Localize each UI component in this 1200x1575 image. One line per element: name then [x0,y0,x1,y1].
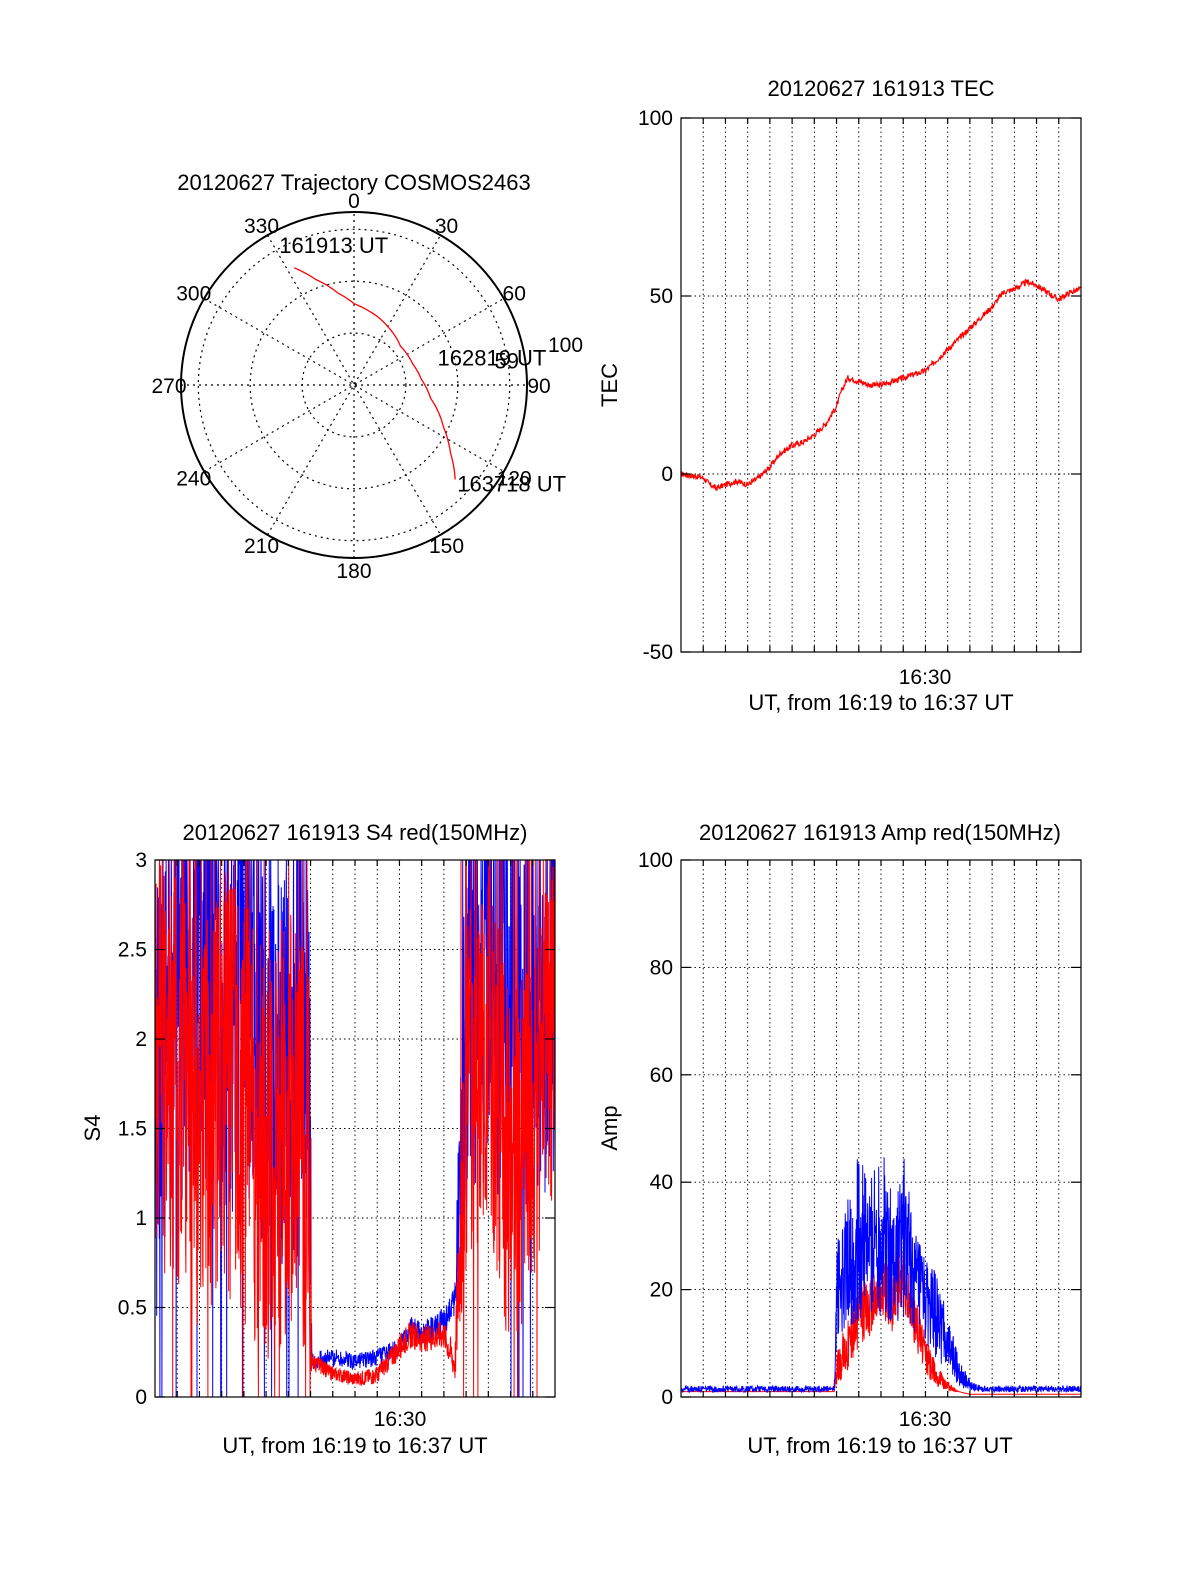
s4-series-1 [155,860,555,1397]
amp-y-ticks: 0 20 40 60 80 100 [638,849,1081,1409]
amp-series-1 [681,1157,1081,1394]
amp-plot: 20120627 161913 Amp red(150MHz) 0 20 40 60 8… [597,820,1082,1458]
polar-spoke-30 [266,234,442,536]
amp-y-tick-label: 100 [638,849,673,872]
s4-y-ticks: 0 0.5 1 1.5 2 2.5 3 [118,849,555,1409]
polar-ring-1 [249,280,459,490]
polar-angle-label: 330 [244,215,279,238]
trajectory-annotation: 161913 UT [279,233,388,258]
s4-x-axis-label: UT, from 16:19 to 16:37 UT [222,1433,487,1458]
tec-y-ticks: -50 0 50 100 [638,107,1081,664]
trajectory-annotation: 59 [495,349,519,374]
s4-plot: 20120627 161913 S4 red(150MHz) 0 0.5 1 1.5 2… [80,820,556,1458]
amp-y-tick-label: 40 [650,1171,673,1194]
s4-x-tick-label: 16:30 [374,1408,427,1431]
polar-angle-label: 60 [503,283,526,306]
trajectory-annotation: 163718 UT [457,471,566,496]
amp-y-tick-label: 60 [650,1064,673,1087]
tec-y-tick-label: 0 [661,463,673,486]
tec-series-0 [681,278,1081,491]
tec-y-tick-label: 100 [638,107,673,130]
tec-y-axis-label: TEC [597,363,622,407]
polar-angle-label: 150 [429,535,464,558]
tec-plot: 20120627 161913 TEC -50 0 50 100 16:30 UT, … [597,76,1082,715]
polar-spoke-60 [203,297,505,473]
s4-y-tick-label: 1 [135,1207,147,1230]
polar-angle-label: 210 [244,535,279,558]
s4-y-tick-label: 1.5 [118,1118,147,1141]
polar-spoke-120 [203,297,505,473]
polar-spoke-150 [266,234,442,536]
s4-y-tick-label: 3 [135,849,147,872]
polar-angle-label: 300 [176,283,211,306]
s4-y-tick-label: 0 [135,1386,147,1409]
s4-y-axis-label: S4 [80,1115,105,1142]
amp-y-tick-label: 20 [650,1279,673,1302]
amp-x-axis-label: UT, from 16:19 to 16:37 UT [747,1433,1012,1458]
amp-title: 20120627 161913 Amp red(150MHz) [699,820,1061,845]
amp-x-tick-label: 16:30 [899,1408,952,1431]
polar-radius-label: 100 [548,334,583,357]
polar-title: 20120627 Trajectory COSMOS2463 [177,170,530,195]
trajectory-polar-plot: 20120627 Trajectory COSMOS2463 0 30 60 90 12… [151,170,583,583]
tec-title: 20120627 161913 TEC [767,76,994,101]
amp-series [681,1157,1081,1395]
tec-series [681,278,1081,491]
amp-y-tick-label: 80 [650,956,673,979]
polar-angle-labels: 0 30 60 90 120 150 180 210 240 270 300 330 [151,190,550,583]
polar-angle-label: 180 [336,560,371,583]
polar-grid [181,212,527,558]
polar-ring-2 [197,228,511,542]
amp-grid [681,860,1081,1397]
polar-angle-label: 90 [527,375,550,398]
amp-frame [680,859,1082,1398]
polar-angle-label: 0 [348,190,360,213]
tec-x-axis-label: UT, from 16:19 to 16:37 UT [748,690,1013,715]
s4-title: 20120627 161913 S4 red(150MHz) [183,820,528,845]
trajectory-annotation: 162819 UT [438,346,547,371]
tec-y-tick-label: -50 [643,641,673,664]
amp-y-axis-label: Amp [597,1105,622,1150]
s4-series [155,860,555,1397]
polar-angle-label: 120 [497,468,532,491]
polar-angle-label: 270 [151,375,186,398]
tec-x-tick-label: 16:30 [899,666,952,689]
polar-outer-circle [180,211,528,559]
tec-y-tick-label: 50 [650,285,673,308]
s4-y-tick-label: 2.5 [118,939,147,962]
polar-ring-0 [301,332,407,438]
polar-angle-label: 30 [435,215,458,238]
s4-y-tick-label: 0.5 [118,1297,147,1320]
amp-y-tick-label: 0 [661,1386,673,1409]
trajectory-line [294,267,456,480]
s4-y-tick-label: 2 [135,1028,147,1051]
polar-angle-label: 240 [176,468,211,491]
